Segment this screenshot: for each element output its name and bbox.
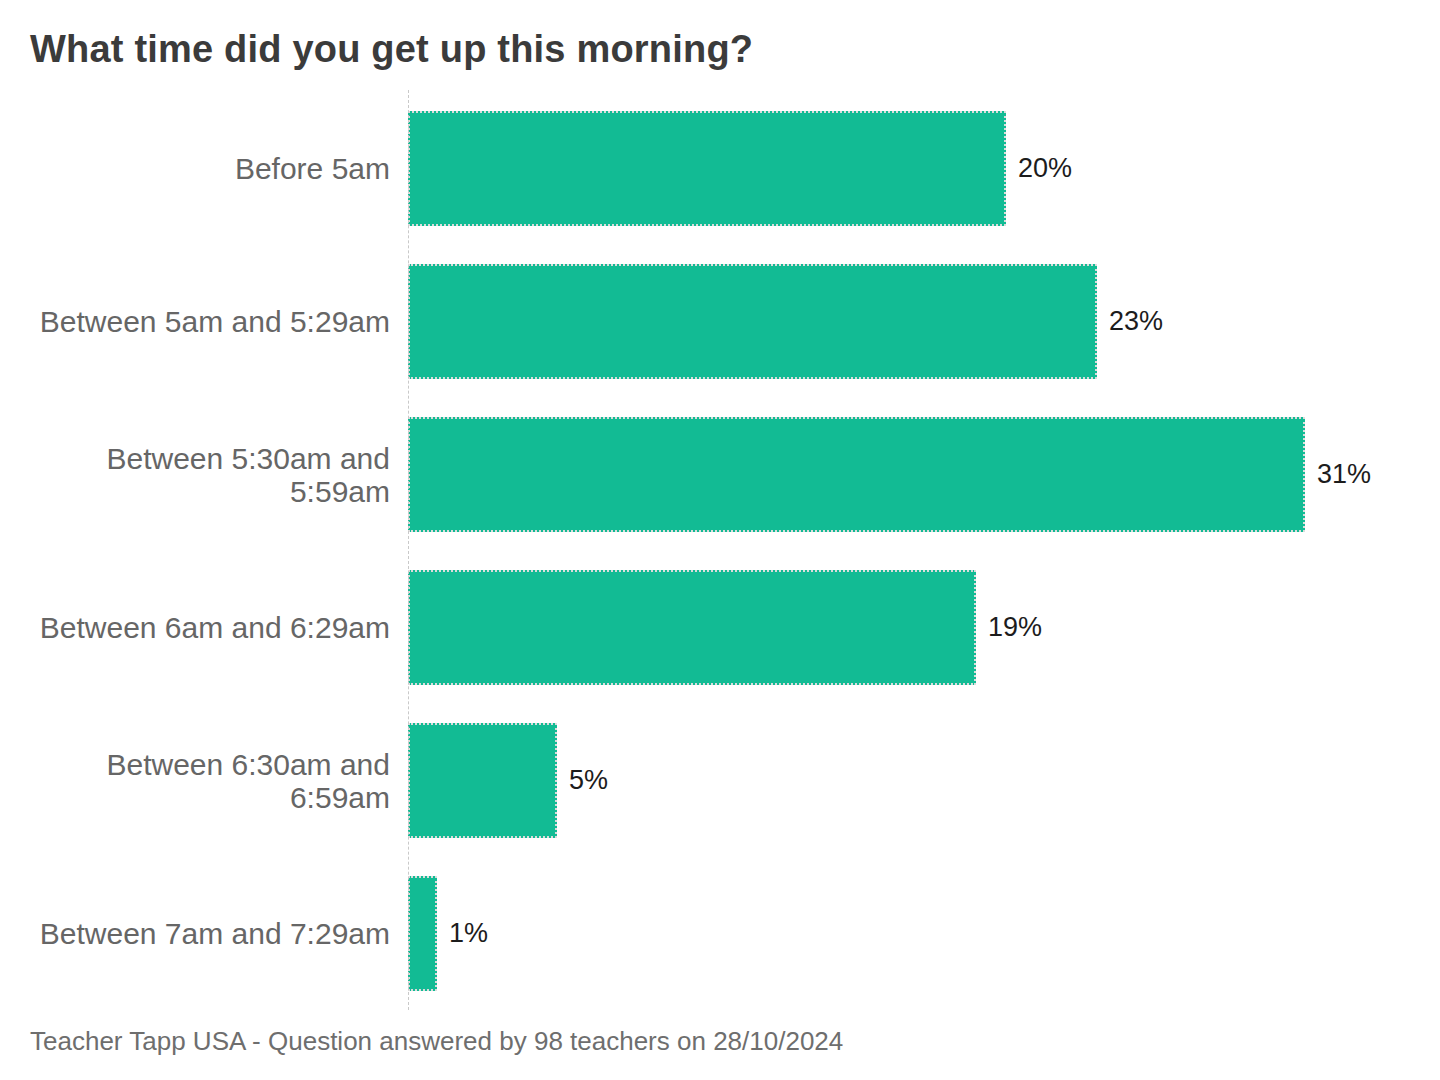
- bar: [408, 111, 1006, 226]
- bar-area: 20%: [408, 111, 1072, 226]
- bar-area: 19%: [408, 570, 1042, 685]
- bar-area: 23%: [408, 264, 1163, 379]
- category-label: Before 5am: [0, 152, 390, 185]
- bar-area: 5%: [408, 723, 608, 838]
- value-label: 20%: [1018, 153, 1072, 184]
- bar: [408, 264, 1097, 379]
- bar: [408, 570, 976, 685]
- category-label: Between 6am and 6:29am: [0, 611, 390, 644]
- bar-area: 31%: [408, 417, 1371, 532]
- bar: [408, 723, 557, 838]
- bar-row: Between 7am and 7:29am 1%: [0, 876, 1440, 991]
- value-label: 31%: [1317, 459, 1371, 490]
- value-label: 5%: [569, 765, 608, 796]
- bar: [408, 876, 437, 991]
- category-label: Between 7am and 7:29am: [0, 917, 390, 950]
- bar-row: Between 6:30am and 6:59am 5%: [0, 723, 1440, 838]
- bar-row: Between 6am and 6:29am 19%: [0, 570, 1440, 685]
- bar-chart: Before 5am20%Between 5am and 5:29am23%Be…: [0, 111, 1440, 991]
- source-note: Teacher Tapp USA - Question answered by …: [30, 1026, 843, 1057]
- value-label: 1%: [449, 918, 488, 949]
- bar-rows: Before 5am20%Between 5am and 5:29am23%Be…: [0, 111, 1440, 991]
- bar-area: 1%: [408, 876, 488, 991]
- category-label: Between 5am and 5:29am: [0, 305, 390, 338]
- bar-row: Between 5:30am and 5:59am 31%: [0, 417, 1440, 532]
- bar-row: Between 5am and 5:29am 23%: [0, 264, 1440, 379]
- bar: [408, 417, 1305, 532]
- category-label: Between 6:30am and 6:59am: [0, 748, 390, 814]
- y-axis-line: [408, 90, 409, 1010]
- value-label: 19%: [988, 612, 1042, 643]
- value-label: 23%: [1109, 306, 1163, 337]
- category-label: Between 5:30am and 5:59am: [0, 442, 390, 508]
- chart-title: What time did you get up this morning?: [30, 28, 753, 71]
- bar-row: Before 5am 20%: [0, 111, 1440, 226]
